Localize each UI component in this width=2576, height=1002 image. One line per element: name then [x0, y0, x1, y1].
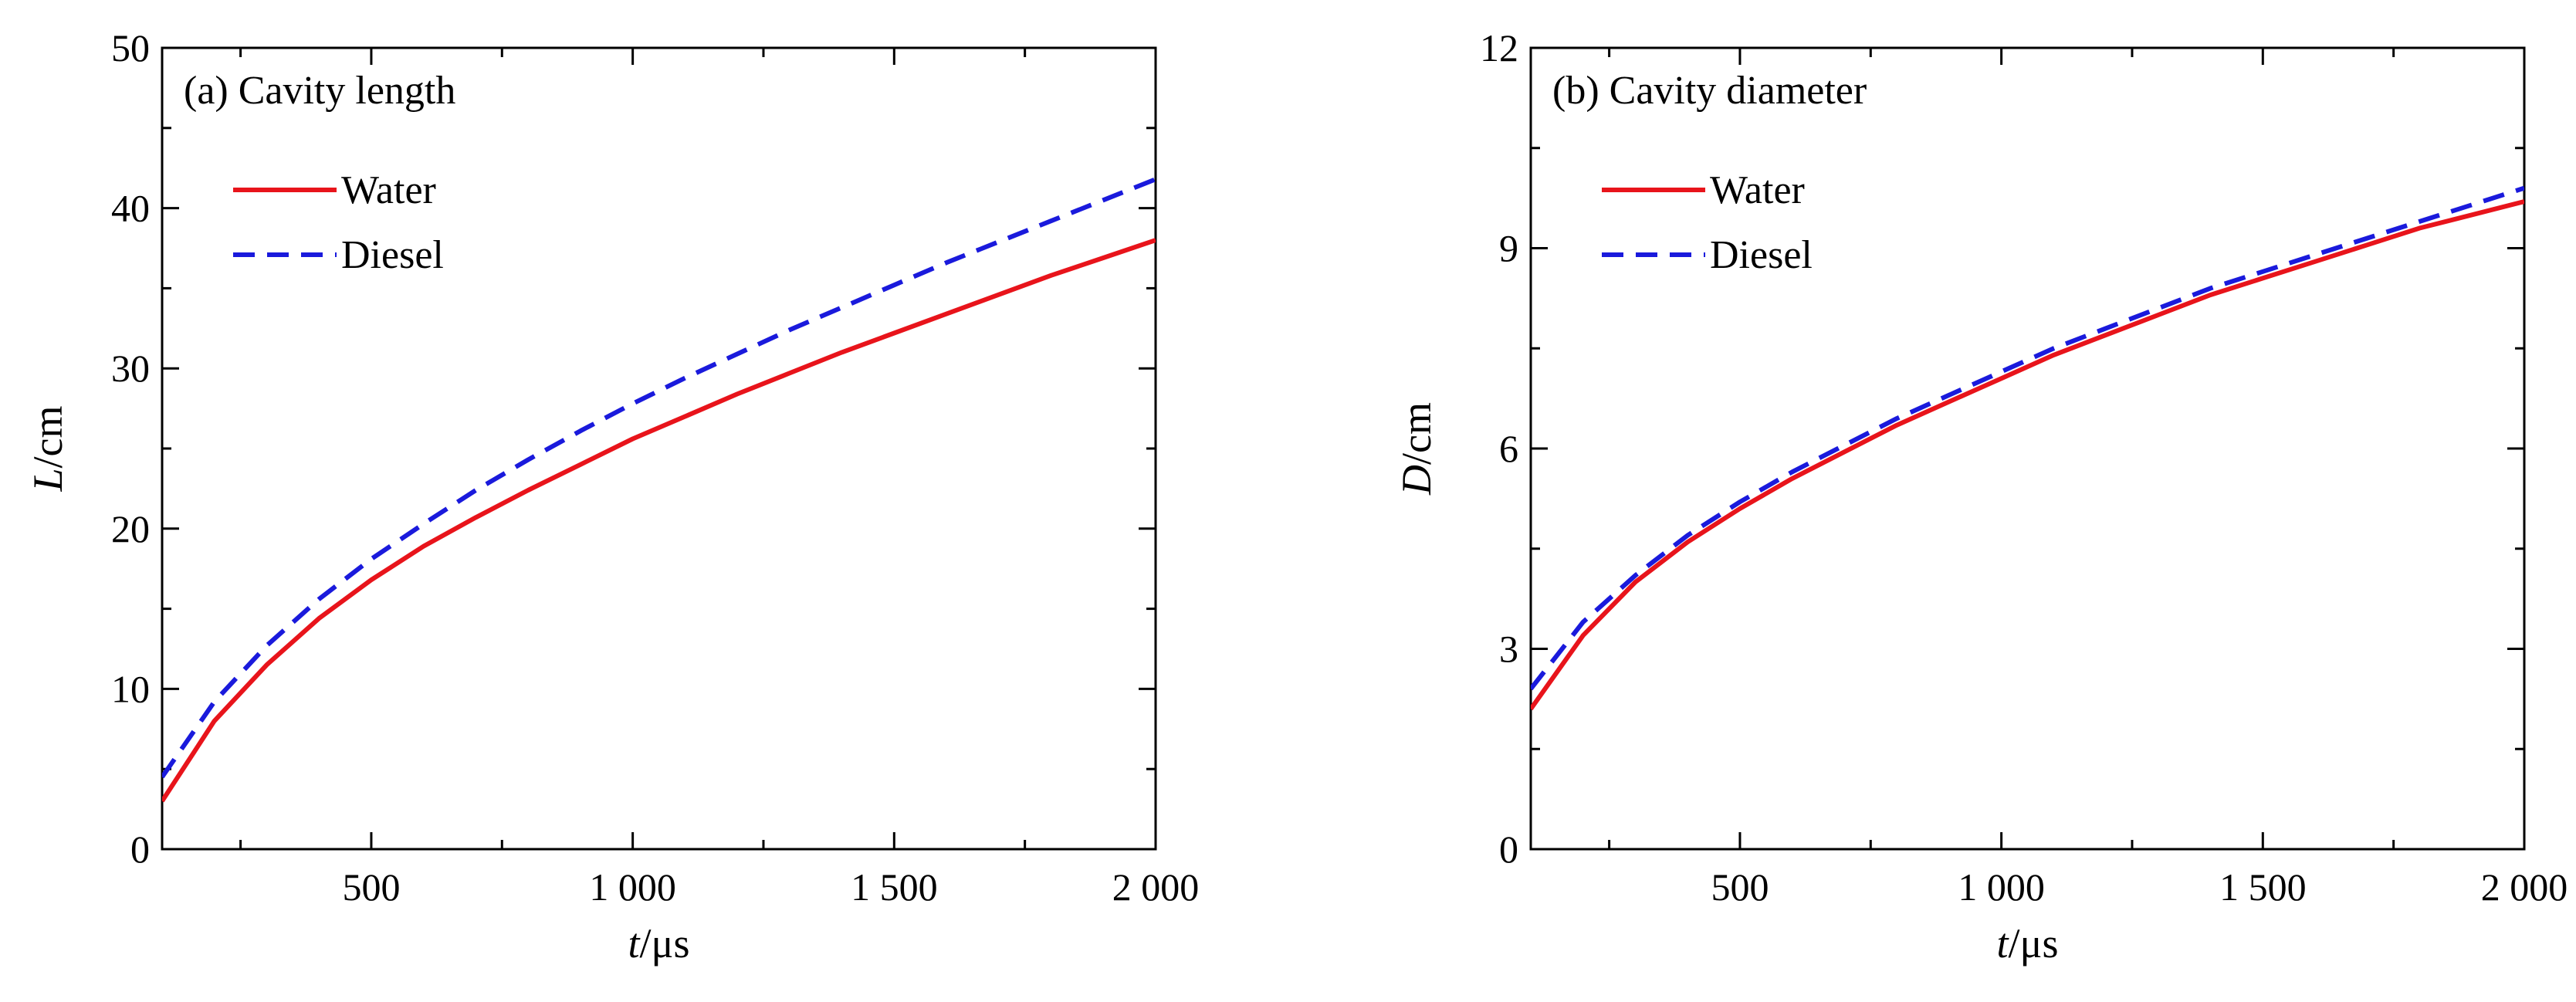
legend-label-water: Water [1710, 168, 1805, 212]
y-tick-label: 12 [1480, 26, 1518, 69]
legend-label-diesel: Diesel [341, 233, 444, 277]
panel-title: (a) Cavity length [184, 69, 455, 113]
series-line-diesel [162, 177, 1156, 779]
series-line-water [1531, 199, 2524, 711]
plot-frame [161, 46, 1157, 851]
series-line-diesel [1531, 185, 2524, 691]
y-tick-label: 10 [111, 667, 150, 710]
x-tick-label: 1 500 [851, 865, 938, 909]
panel-b: 500 1 000 1 500 2 000 0 3 6 9 12 t/μs D/cm (b) Cavi… [1393, 26, 2568, 966]
x-tick-label: 1 500 [2219, 865, 2307, 909]
x-axis-title: t/μs [1997, 920, 2059, 966]
x-axis-unit: /μs [2009, 920, 2059, 966]
x-tick-label: 1 000 [1958, 865, 2045, 909]
y-tick-label: 40 [111, 187, 150, 230]
legend-label-water: Water [341, 168, 436, 212]
y-tick-label: 30 [111, 347, 150, 390]
y-axis-title: D/cm [1393, 402, 1440, 496]
panel-a: 500 1 000 1 500 2 000 0 10 20 30 40 50 t/μs L/cm (a)… [25, 26, 1199, 966]
x-axis-symbol: t [628, 920, 641, 966]
x-tick-label: 500 [1711, 865, 1769, 909]
series-line-water [162, 238, 1156, 803]
y-axis-symbol: L [25, 468, 71, 492]
y-axis-symbol: D [1393, 465, 1440, 496]
y-tick-label: 0 [130, 828, 150, 871]
x-tick-label: 2 000 [2481, 865, 2568, 909]
panel-title: (b) Cavity diameter [1552, 69, 1867, 113]
x-tick-label: 2 000 [1112, 865, 1200, 909]
x-axis-unit: /μs [640, 920, 690, 966]
y-tick-label: 20 [111, 507, 150, 550]
y-tick-label: 9 [1499, 227, 1518, 270]
y-axis-unit: /cm [25, 405, 71, 468]
y-tick-label: 50 [111, 26, 150, 69]
x-axis-title: t/μs [628, 920, 690, 966]
y-axis-unit: /cm [1393, 402, 1440, 465]
y-tick-label: 6 [1499, 427, 1518, 470]
x-axis-symbol: t [1997, 920, 2010, 966]
x-tick-label: 1 000 [589, 865, 676, 909]
y-axis-title: L/cm [25, 405, 71, 492]
x-tick-label: 500 [342, 865, 400, 909]
plot-frame [1529, 46, 2526, 851]
y-tick-label: 3 [1499, 628, 1518, 671]
legend-label-diesel: Diesel [1710, 233, 1813, 277]
y-tick-label: 0 [1499, 828, 1518, 871]
